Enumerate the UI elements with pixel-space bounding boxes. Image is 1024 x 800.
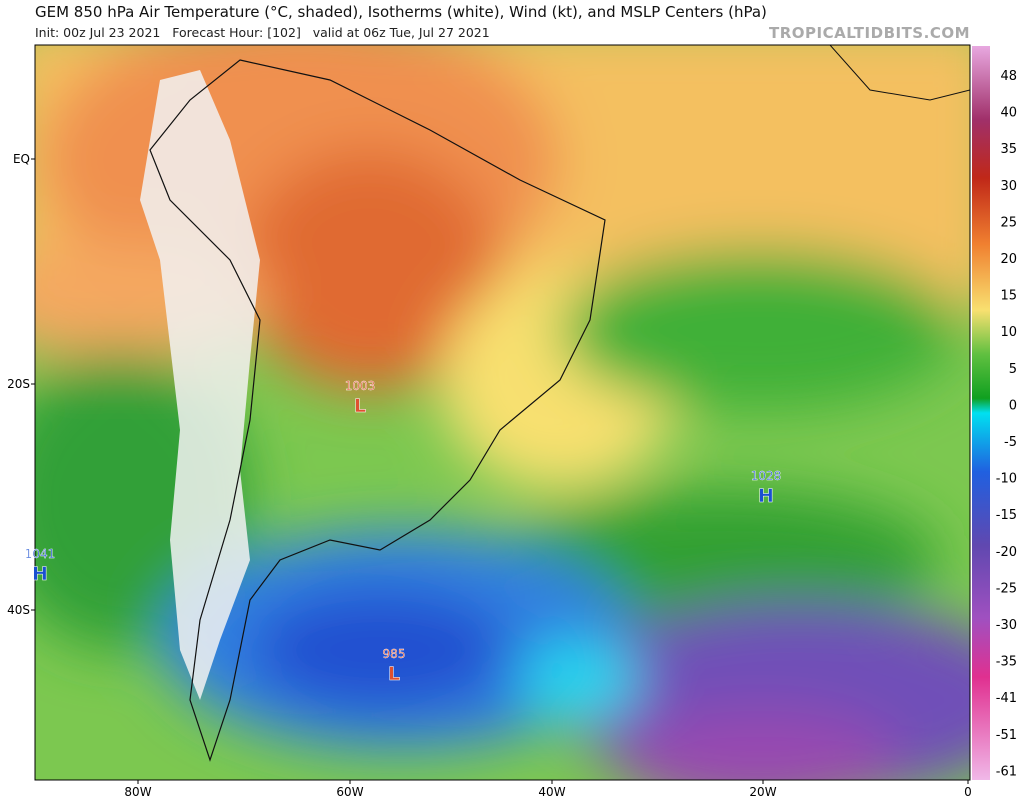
colorbar-label: 5 [1009, 362, 1017, 377]
latitude-label: 40S [7, 603, 30, 617]
colorbar-label: 48 [1000, 69, 1017, 84]
colorbar-label: -10 [996, 472, 1017, 487]
pressure-center: H [758, 485, 774, 507]
longitude-label: 40W [538, 785, 565, 799]
longitude-label: 20W [749, 785, 776, 799]
colorbar-label: -20 [996, 545, 1017, 560]
colorbar-label: -5 [1004, 435, 1017, 450]
temperature-field [35, 45, 970, 780]
pressure-center: H [32, 563, 48, 585]
map-title: GEM 850 hPa Air Temperature (°C, shaded)… [35, 3, 767, 21]
longitude-label: 80W [124, 785, 151, 799]
colorbar-label: -61 [996, 764, 1017, 779]
latitude-label: 20S [7, 377, 30, 391]
pressure-center: L [354, 395, 366, 417]
pressure-center: L [388, 663, 400, 685]
map-frame [34, 44, 971, 781]
colorbar-label: 25 [1000, 215, 1017, 230]
brand: TROPICALTIDBITS.COM [769, 24, 970, 42]
colorbar-label: -25 [996, 581, 1017, 596]
latitude-label: EQ [13, 152, 30, 166]
colorbar-label: -35 [996, 655, 1017, 670]
colorbar-label: 15 [1000, 289, 1017, 304]
colorbar-label: 40 [1000, 106, 1017, 121]
pressure-value: 1041 [25, 547, 56, 561]
colorbar-label: 0 [1009, 398, 1017, 413]
colorbar-label: 35 [1000, 142, 1017, 157]
colorbar-label: -15 [996, 508, 1017, 523]
colorbar-label: -41 [996, 691, 1017, 706]
colorbar-label: 20 [1000, 252, 1017, 267]
colorbar-label: -51 [996, 728, 1017, 743]
pressure-value: 1028 [751, 469, 782, 483]
colorbar-label: 30 [1000, 179, 1017, 194]
pressure-value: 985 [383, 647, 406, 661]
longitude-label: 60W [336, 785, 363, 799]
colorbar-label: 10 [1000, 325, 1017, 340]
pressure-value: 1003 [345, 379, 376, 393]
map-subtitle: Init: 00z Jul 23 2021 Forecast Hour: [10… [35, 25, 490, 40]
longitude-label: 0 [964, 785, 972, 799]
colorbar-label: -30 [996, 618, 1017, 633]
colorbar [972, 46, 990, 780]
